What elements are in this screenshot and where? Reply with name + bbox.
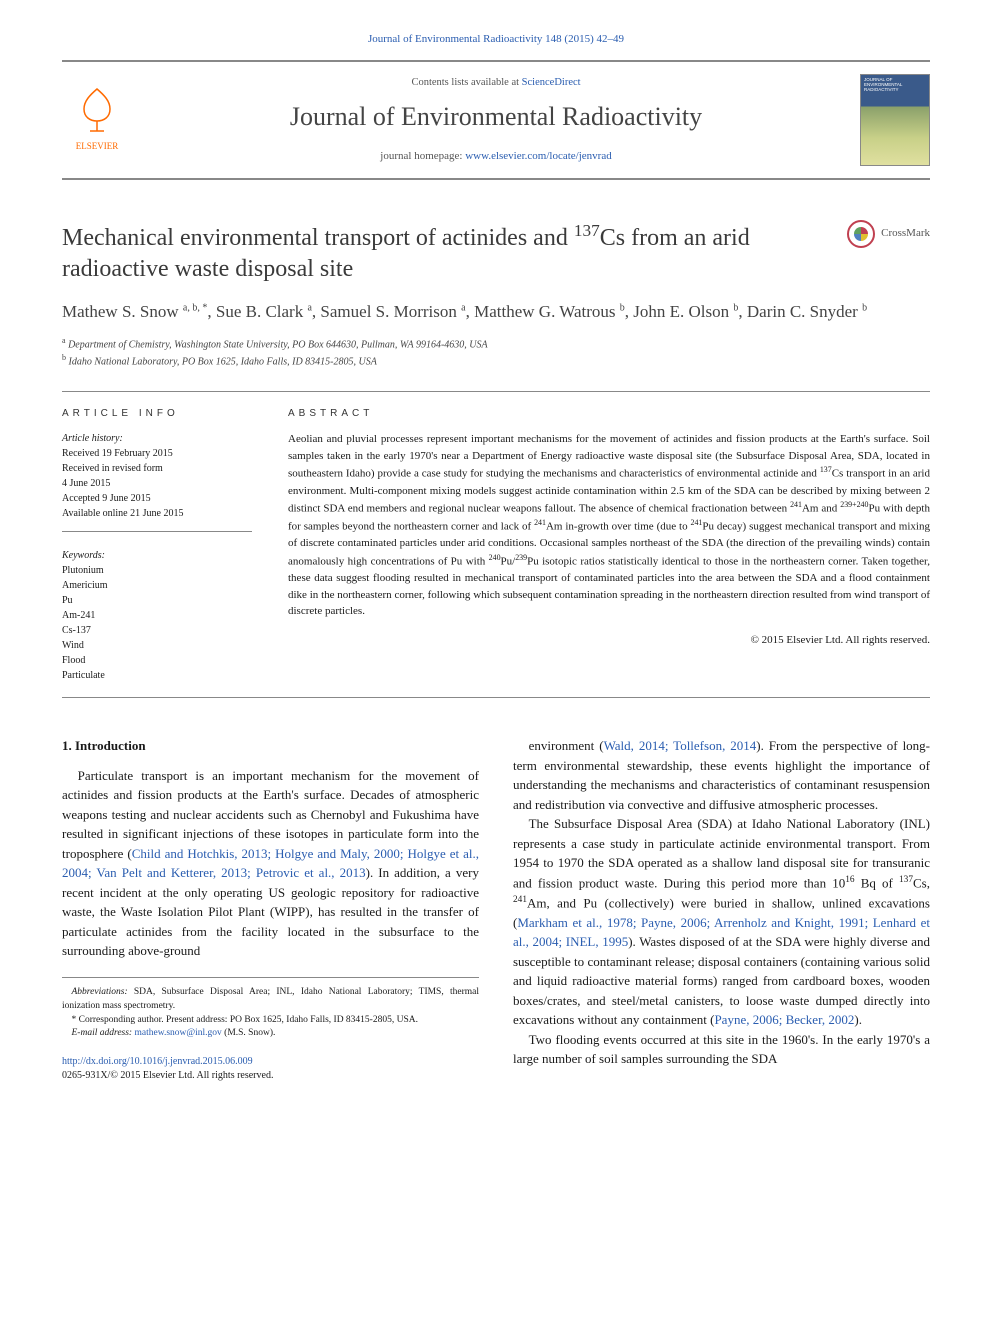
history-line: Accepted 9 June 2015 (62, 491, 252, 506)
journal-homepage-line: journal homepage: www.elsevier.com/locat… (152, 149, 840, 165)
journal-cover-thumbnail (860, 74, 930, 166)
footnotes: Abbreviations: SDA, Subsurface Disposal … (62, 977, 479, 1041)
history-line: Received 19 February 2015 (62, 446, 252, 461)
abstract-text: Aeolian and pluvial processes represent … (288, 431, 930, 619)
crossmark-icon (847, 220, 875, 248)
article-info-section: ARTICLE INFO Article history: Received 1… (62, 391, 930, 698)
keyword: Particulate (62, 668, 252, 683)
body-columns: 1. Introduction Particulate transport is… (62, 736, 930, 1083)
section-heading: 1. Introduction (62, 736, 479, 756)
citation-line: Journal of Environmental Radioactivity 1… (62, 32, 930, 48)
article-title: Mechanical environmental transport of ac… (62, 220, 827, 285)
history-line: Available online 21 June 2015 (62, 506, 252, 521)
history-label: Article history: (62, 431, 252, 446)
corresponding-author-footnote: * Corresponding author. Present address:… (62, 1014, 479, 1028)
article-info-left: ARTICLE INFO Article history: Received 1… (62, 406, 252, 683)
body-paragraph: environment (Wald, 2014; Tollefson, 2014… (513, 736, 930, 814)
journal-name: Journal of Environmental Radioactivity (152, 98, 840, 136)
keyword: Cs-137 (62, 623, 252, 638)
body-paragraph: Two flooding events occurred at this sit… (513, 1030, 930, 1069)
author-list: Mathew S. Snow a, b, *, Sue B. Clark a, … (62, 299, 930, 325)
keywords-label: Keywords: (62, 548, 252, 563)
keyword: Americium (62, 578, 252, 593)
sciencedirect-link[interactable]: ScienceDirect (522, 77, 581, 88)
body-right-column: environment (Wald, 2014; Tollefson, 2014… (513, 736, 930, 1083)
history-line: Received in revised form (62, 461, 252, 476)
email-footnote: E-mail address: mathew.snow@inl.gov (M.S… (62, 1027, 479, 1041)
elsevier-logo: ELSEVIER (62, 80, 132, 160)
article-header: Mechanical environmental transport of ac… (62, 220, 930, 370)
issn-copyright: 0265-931X/© 2015 Elsevier Ltd. All right… (62, 1070, 273, 1081)
abstract-copyright: © 2015 Elsevier Ltd. All rights reserved… (288, 632, 930, 649)
elsevier-tree-icon (76, 87, 118, 140)
corresponding-email-link[interactable]: mathew.snow@inl.gov (134, 1028, 221, 1038)
keyword: Am-241 (62, 608, 252, 623)
citation-link[interactable]: Journal of Environmental Radioactivity 1… (368, 33, 624, 45)
article-history: Article history: Received 19 February 20… (62, 431, 252, 521)
keyword: Flood (62, 653, 252, 668)
affiliation-line: b Idaho National Laboratory, PO Box 1625… (62, 352, 930, 369)
crossmark-badge[interactable]: CrossMark (847, 220, 930, 248)
doi-link[interactable]: http://dx.doi.org/10.1016/j.jenvrad.2015… (62, 1056, 253, 1067)
abstract-heading: ABSTRACT (288, 406, 930, 421)
history-line: 4 June 2015 (62, 476, 252, 491)
body-left-column: 1. Introduction Particulate transport is… (62, 736, 479, 1083)
journal-header: ELSEVIER Contents lists available at Sci… (62, 60, 930, 180)
body-paragraph: The Subsurface Disposal Area (SDA) at Id… (513, 814, 930, 1029)
elsevier-label: ELSEVIER (76, 140, 119, 153)
article-info-heading: ARTICLE INFO (62, 406, 252, 421)
affiliations: a Department of Chemistry, Washington St… (62, 335, 930, 370)
contents-available-line: Contents lists available at ScienceDirec… (152, 75, 840, 90)
header-center: Contents lists available at ScienceDirec… (152, 75, 840, 166)
abbreviations-footnote: Abbreviations: SDA, Subsurface Disposal … (62, 986, 479, 1014)
abstract-column: ABSTRACT Aeolian and pluvial processes r… (288, 406, 930, 683)
keywords-block: Keywords: PlutoniumAmericiumPuAm-241Cs-1… (62, 548, 252, 683)
body-paragraph: Particulate transport is an important me… (62, 766, 479, 961)
doi-block: http://dx.doi.org/10.1016/j.jenvrad.2015… (62, 1055, 479, 1083)
crossmark-label: CrossMark (881, 226, 930, 242)
keyword: Wind (62, 638, 252, 653)
journal-homepage-link[interactable]: www.elsevier.com/locate/jenvrad (465, 150, 612, 162)
affiliation-line: a Department of Chemistry, Washington St… (62, 335, 930, 352)
keyword: Plutonium (62, 563, 252, 578)
keyword: Pu (62, 593, 252, 608)
